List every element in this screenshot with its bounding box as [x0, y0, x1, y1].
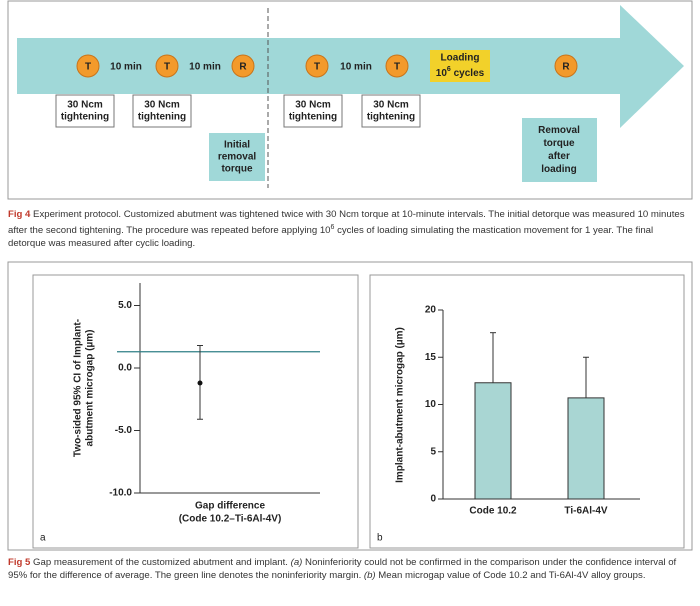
caption-text: Noninferiority could not be confirmed in…	[8, 557, 677, 581]
fig5-frame	[7, 261, 693, 551]
text-line: Initial	[224, 140, 250, 151]
y-tick-label: 10	[425, 399, 437, 410]
panel-b-frame	[369, 274, 685, 549]
caption-text: (a)	[290, 557, 303, 568]
loading-box	[430, 50, 490, 82]
text-line: tightening	[61, 112, 109, 123]
tightening-box	[361, 94, 421, 128]
text-line: 30 Ncm	[67, 100, 103, 111]
y-tick-label: 5.0	[118, 300, 132, 311]
fig4-caption: Fig 4 Experiment protocol. Customized ab…	[8, 208, 692, 250]
caption-text: 6	[330, 224, 335, 231]
caption-label: Fig 4	[8, 209, 31, 220]
text-line: loading	[541, 164, 577, 175]
loading-base: 10	[436, 68, 448, 79]
text-line: 30 Ncm	[295, 100, 331, 111]
timeline-arrow	[17, 5, 684, 128]
y-tick-label: 15	[425, 352, 437, 363]
estimate-point	[197, 380, 203, 386]
interval-label: 10 min	[340, 62, 372, 73]
text-line: 30 Ncm	[373, 100, 409, 111]
y-tick-label: -10.0	[109, 488, 132, 499]
y-axis-label: Two-sided 95% CI of Implant-	[73, 319, 84, 457]
tightening-box	[283, 94, 343, 128]
step-letter: T	[164, 62, 170, 73]
caption-text: Mean microgap value of Code 10.2 and Ti-…	[375, 570, 646, 581]
loading-cycles: 106 cycles	[436, 66, 485, 79]
final-box	[522, 118, 597, 182]
initial-box	[209, 133, 265, 181]
bar	[567, 397, 605, 500]
text-line: 30 Ncm	[144, 100, 180, 111]
text-line: torque	[221, 164, 253, 175]
caption-text: Gap measurement of the customized abutme…	[30, 557, 291, 568]
interval-label: 10 min	[110, 62, 142, 73]
caption-text: cycles of loading simulating the mastica…	[8, 225, 654, 250]
tightening-box	[132, 94, 192, 128]
step-circle	[385, 54, 409, 78]
step-letter: T	[394, 62, 400, 73]
step-letter: R	[562, 62, 570, 73]
y-axis-label: abutment microgap (µm)	[85, 330, 96, 447]
y-tick-label: 0	[430, 494, 436, 505]
step-circle	[554, 54, 578, 78]
caption-text: Experiment protocol. Customized abutment…	[8, 209, 685, 237]
loading-word: Loading	[441, 53, 480, 64]
step-circle	[76, 54, 100, 78]
step-circle	[305, 54, 329, 78]
y-tick-label: 20	[425, 305, 437, 316]
text-line: after	[548, 151, 570, 162]
x-tick-label: Code 10.2	[469, 506, 517, 517]
y-tick-label: -5.0	[115, 425, 133, 436]
text-line: tightening	[367, 112, 415, 123]
y-axis-label: Implant-abutment microgap (µm)	[395, 327, 406, 483]
fig4-frame	[7, 0, 693, 200]
x-tick-label: Ti-6Al-4V	[564, 506, 607, 517]
tightening-box	[55, 94, 115, 128]
step-letter: T	[314, 62, 320, 73]
panel-label: a	[40, 533, 46, 544]
interval-label: 10 min	[189, 62, 221, 73]
caption-label: Fig 5	[8, 557, 31, 568]
fig5-caption: Fig 5 Gap measurement of the customized …	[8, 556, 692, 582]
bar	[474, 382, 512, 500]
loading-rest-text: cycles	[454, 68, 485, 79]
y-tick-label: 5	[430, 446, 436, 457]
text-line: tightening	[289, 112, 337, 123]
loading-exp: 6	[447, 66, 451, 73]
step-circle	[231, 54, 255, 78]
caption-text: (b)	[363, 570, 376, 581]
text-line: removal	[218, 152, 257, 163]
y-tick-label: 0.0	[118, 363, 132, 374]
step-letter: R	[239, 62, 247, 73]
text-line: Removal	[538, 125, 580, 136]
x-axis-label: (Code 10.2–Ti-6Al-4V)	[179, 514, 282, 525]
step-letter: T	[85, 62, 91, 73]
x-axis-label: Gap difference	[195, 501, 265, 512]
text-line: torque	[543, 138, 575, 149]
text-line: tightening	[138, 112, 186, 123]
panel-label: b	[377, 533, 383, 544]
panel-a-frame	[32, 274, 359, 549]
step-circle	[155, 54, 179, 78]
